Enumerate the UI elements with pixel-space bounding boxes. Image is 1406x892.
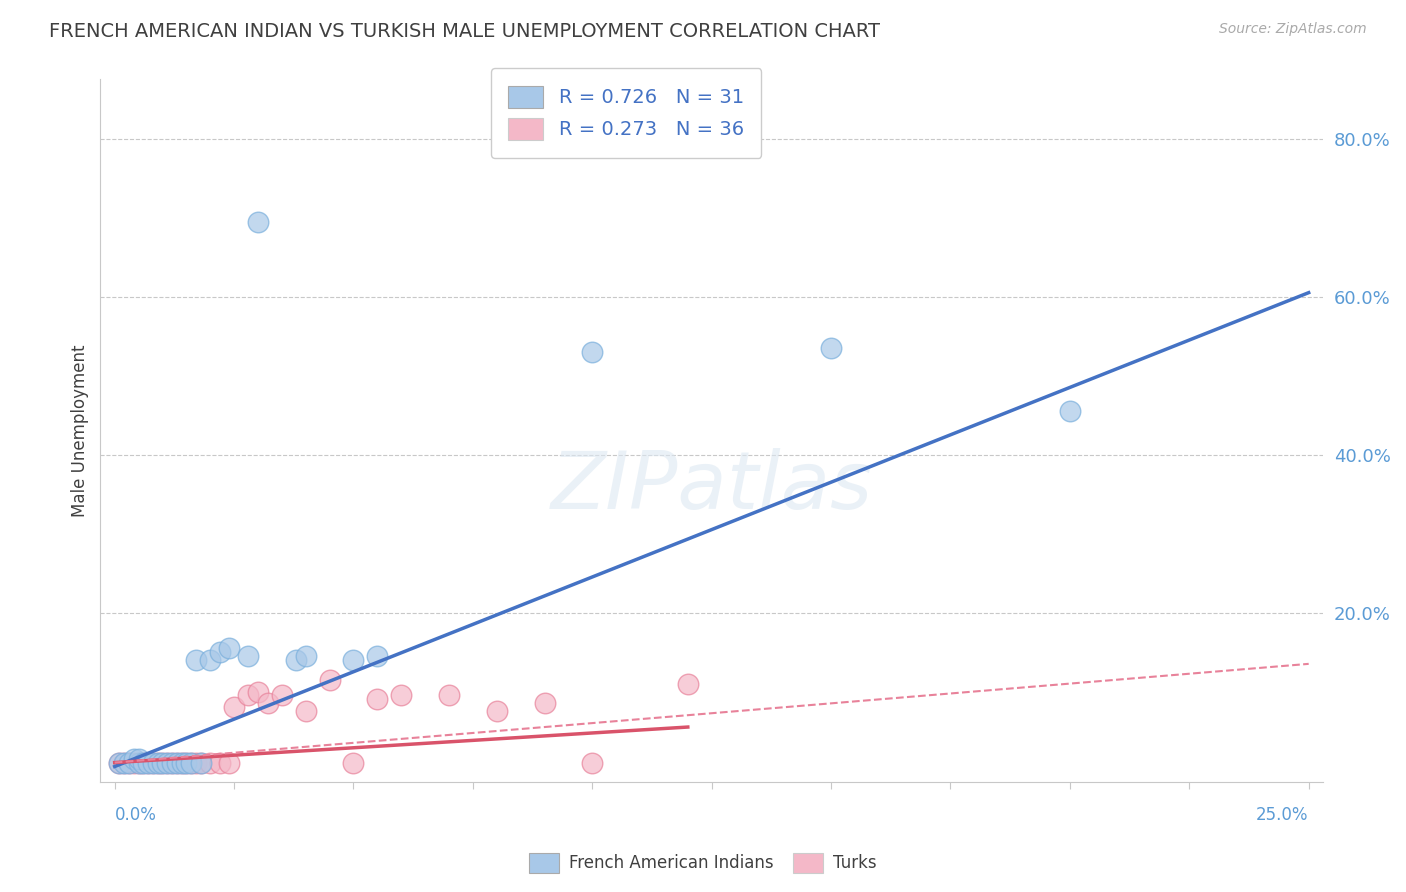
Point: [581, 344, 603, 359]
Point: [136, 756, 159, 770]
Point: [128, 756, 150, 770]
Point: [485, 704, 508, 718]
Y-axis label: Male Unemployment: Male Unemployment: [72, 344, 89, 517]
Point: [136, 756, 159, 770]
Point: [142, 756, 165, 770]
Point: [152, 756, 174, 770]
Text: 0.0%: 0.0%: [115, 806, 156, 824]
Point: [176, 756, 198, 770]
Point: [166, 756, 188, 770]
Point: [366, 692, 388, 706]
Point: [270, 689, 292, 703]
Point: [170, 756, 193, 770]
Point: [184, 756, 207, 770]
Point: [112, 756, 135, 770]
Point: [342, 653, 364, 667]
Point: [142, 756, 165, 770]
Point: [146, 756, 169, 770]
Point: [581, 756, 603, 770]
Point: [118, 756, 141, 770]
Point: [132, 756, 155, 770]
Point: [533, 697, 555, 711]
Point: [132, 756, 155, 770]
Point: [184, 653, 207, 667]
Point: [160, 756, 183, 770]
Point: [342, 756, 364, 770]
Point: [208, 645, 231, 659]
Point: [118, 756, 141, 770]
Point: [180, 756, 202, 770]
Point: [256, 697, 278, 711]
Point: [200, 756, 222, 770]
Point: [156, 756, 179, 770]
Point: [160, 756, 183, 770]
Point: [152, 756, 174, 770]
Point: [218, 641, 240, 656]
Point: [108, 756, 131, 770]
Legend: French American Indians, Turks: French American Indians, Turks: [522, 847, 884, 880]
Point: [294, 704, 316, 718]
Text: ZIPatlas: ZIPatlas: [551, 448, 873, 526]
Point: [180, 756, 202, 770]
Point: [112, 756, 135, 770]
Point: [820, 341, 842, 355]
Point: [218, 756, 240, 770]
Point: [190, 756, 212, 770]
Text: FRENCH AMERICAN INDIAN VS TURKISH MALE UNEMPLOYMENT CORRELATION CHART: FRENCH AMERICAN INDIAN VS TURKISH MALE U…: [49, 22, 880, 41]
Point: [294, 648, 316, 663]
Point: [128, 751, 150, 765]
Point: [318, 673, 340, 687]
Point: [208, 756, 231, 770]
Point: [1059, 404, 1081, 418]
Point: [200, 653, 222, 667]
Point: [246, 684, 269, 698]
Point: [676, 676, 699, 690]
Point: [166, 756, 188, 770]
Point: [146, 756, 169, 770]
Point: [285, 653, 308, 667]
Point: [170, 756, 193, 770]
Point: [176, 756, 198, 770]
Point: [122, 751, 145, 765]
Point: [366, 648, 388, 663]
Point: [122, 756, 145, 770]
Point: [246, 214, 269, 228]
Point: [389, 689, 412, 703]
Point: [108, 756, 131, 770]
Text: 25.0%: 25.0%: [1256, 806, 1309, 824]
Point: [128, 756, 150, 770]
Point: [437, 689, 460, 703]
Point: [238, 689, 260, 703]
Point: [238, 648, 260, 663]
Legend: R = 0.726   N = 31, R = 0.273   N = 36: R = 0.726 N = 31, R = 0.273 N = 36: [491, 68, 762, 158]
Point: [156, 756, 179, 770]
Text: Source: ZipAtlas.com: Source: ZipAtlas.com: [1219, 22, 1367, 37]
Point: [222, 700, 245, 714]
Point: [190, 756, 212, 770]
